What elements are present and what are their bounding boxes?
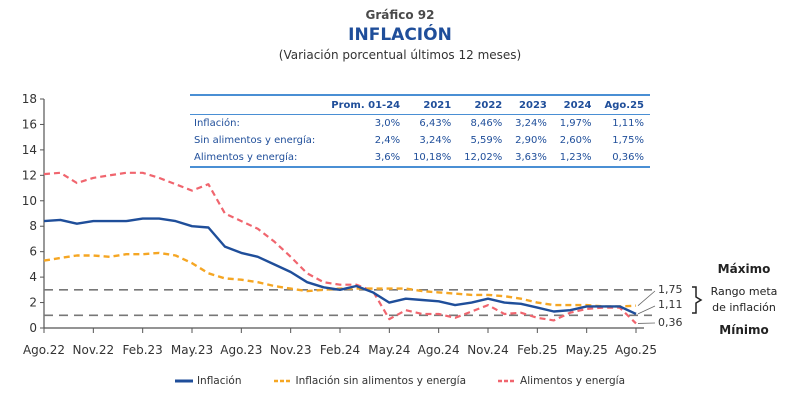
axes: 0 2 4 6 8 10 12 14 16 18 Ago.22 Nov.22 Feb.23 May.23 A… xyxy=(22,92,657,357)
chart-description: (Variación porcentual últimos 12 meses) xyxy=(278,48,522,62)
legend-swatch-dashed xyxy=(273,379,292,383)
row-label: Inflación: xyxy=(194,118,240,129)
table-cell: 2,60% xyxy=(559,135,592,146)
table-cell: 1,11% xyxy=(612,118,644,129)
table-header xyxy=(190,96,324,115)
y-tick-label: 2 xyxy=(29,296,37,310)
x-tick-label: Nov.23 xyxy=(270,343,312,357)
end-value-label: 1,75 xyxy=(658,283,683,296)
chart-title: INFLACIÓN xyxy=(348,25,452,45)
table-cell: 1,97% xyxy=(559,118,592,129)
table-cell: 3,6% xyxy=(374,152,401,163)
range-label-line2: de inflación xyxy=(712,301,776,314)
series-line-inflacion xyxy=(43,217,637,315)
brace-icon xyxy=(692,286,703,314)
y-tick-label: 12 xyxy=(22,168,37,182)
table-cell: 1,75% xyxy=(612,135,644,146)
legend-item-inflacion: Inflación xyxy=(174,375,242,387)
row-label: Alimentos y energía: xyxy=(194,152,298,163)
legend-swatch-dashed xyxy=(498,379,517,383)
table-row: Sin alimentos y energía: 2,4% 3,24% 5,59… xyxy=(190,132,650,149)
table-cell: 3,24% xyxy=(419,135,452,146)
y-tick-label: 18 xyxy=(22,92,37,106)
table-cell: 10,18% xyxy=(413,152,452,163)
table-header-row: Prom. 01-24 2021 2022 2023 2024 Ago.25 xyxy=(190,96,650,115)
table-header: 2022 xyxy=(457,96,509,115)
x-tick-label: Feb.24 xyxy=(320,343,360,357)
series-lines xyxy=(43,171,637,325)
reference-lines xyxy=(44,289,656,324)
legend-label: Alimentos y energía xyxy=(520,375,626,387)
summary-table: Prom. 01-24 2021 2022 2023 2024 Ago.25 I… xyxy=(190,94,650,168)
table-cell: 1,23% xyxy=(559,152,592,163)
row-label: Sin alimentos y energía: xyxy=(194,135,316,146)
x-tick-label: May.25 xyxy=(566,343,608,357)
table-cell: 3,0% xyxy=(374,118,401,129)
x-tick-label: Ago.25 xyxy=(615,343,657,357)
x-tick-label: May.23 xyxy=(171,343,213,357)
table-cell: 8,46% xyxy=(470,118,503,129)
end-value-label: 1,11 xyxy=(658,298,683,311)
x-tick-label: Nov.22 xyxy=(73,343,115,357)
y-tick-label: 6 xyxy=(29,245,37,259)
x-tick-label: Feb.25 xyxy=(517,343,557,357)
chart-subtitle: Gráfico 92 xyxy=(365,8,435,22)
table-cell: 3,24% xyxy=(515,118,547,129)
table-cell: 6,43% xyxy=(419,118,452,129)
legend-item-sin-alimentos: Inflación sin alimentos y energía xyxy=(273,375,467,387)
table-header: Prom. 01-24 xyxy=(323,96,407,115)
y-tick-label: 14 xyxy=(22,143,37,157)
table-cell: 5,59% xyxy=(470,135,503,146)
table-header: 2023 xyxy=(508,96,553,115)
x-tick-label: May.24 xyxy=(368,343,410,357)
x-tick-label: Ago.22 xyxy=(23,343,65,357)
legend-label: Inflación sin alimentos y energía xyxy=(295,375,467,387)
x-tick-label: Nov.24 xyxy=(467,343,509,357)
x-tick-label: Ago.24 xyxy=(418,343,460,357)
min-label: Mínimo xyxy=(719,323,769,337)
series-line-alimentos xyxy=(43,171,637,325)
legend-label: Inflación xyxy=(196,375,242,387)
table-cell: 2,90% xyxy=(515,135,547,146)
series-line-sin-alimentos xyxy=(43,251,637,308)
table-row: Inflación: 3,0% 6,43% 8,46% 3,24% 1,97% … xyxy=(190,115,650,133)
legend-swatch-solid xyxy=(174,379,193,383)
x-tick-label: Feb.23 xyxy=(122,343,162,357)
table-header: 2024 xyxy=(552,96,598,115)
table-row: Alimentos y energía: 3,6% 10,18% 12,02% … xyxy=(190,149,650,166)
y-tick-label: 10 xyxy=(22,194,37,208)
legend: Inflación Inflación sin alimentos y ener… xyxy=(0,375,800,387)
table-header: Ago.25 xyxy=(597,96,650,115)
range-label-line1: Rango meta xyxy=(710,285,778,298)
x-tick-label: Ago.23 xyxy=(220,343,262,357)
table-cell: 0,36% xyxy=(612,152,644,163)
y-tick-label: 4 xyxy=(29,270,37,284)
max-label: Máximo xyxy=(717,262,771,276)
y-tick-label: 16 xyxy=(22,117,37,131)
legend-item-alimentos: Alimentos y energía xyxy=(498,375,625,387)
end-value-leader xyxy=(637,290,656,307)
table-cell: 3,63% xyxy=(515,152,547,163)
end-value-leader xyxy=(637,305,656,315)
end-value-label: 0,36 xyxy=(658,316,683,329)
y-tick-label: 8 xyxy=(29,219,37,233)
table-header: 2021 xyxy=(406,96,458,115)
table-cell: 2,4% xyxy=(374,135,401,146)
table-cell: 12,02% xyxy=(464,152,503,163)
y-tick-label: 0 xyxy=(29,321,37,335)
